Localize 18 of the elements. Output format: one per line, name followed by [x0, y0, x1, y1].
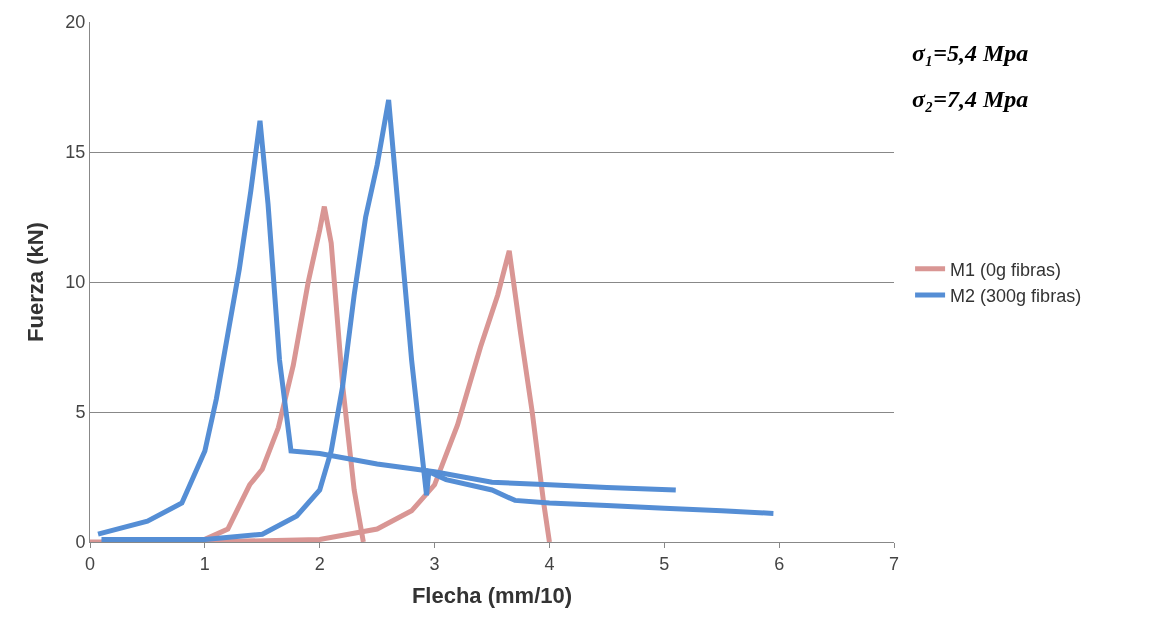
x-tick-label: 4: [544, 553, 555, 574]
x-tick-label: 6: [774, 553, 785, 574]
x-tick-label: 7: [888, 553, 900, 574]
x-tick-label: 2: [314, 553, 325, 574]
x-tick-label: 1: [199, 553, 210, 574]
x-axis-title: Flecha (mm/10): [411, 583, 573, 609]
text: σ₁=5,4 Mpa: [912, 40, 1029, 66]
text: σ₂=7,4 Mpa: [912, 86, 1029, 112]
y-tick-label: 5: [75, 402, 86, 423]
y-axis-title: Fuerza (kN): [23, 222, 49, 342]
legend-label: M2 (300g fibras): [950, 286, 1082, 307]
y-tick-label: 0: [75, 532, 86, 553]
y-tick-label: 20: [65, 12, 86, 33]
legend-label: M1 (0g fibras): [950, 259, 1062, 280]
x-tick-label: 5: [659, 553, 670, 574]
x-tick-label: 3: [429, 553, 440, 574]
y-tick-label: 15: [65, 142, 86, 163]
y-tick-label: 10: [65, 272, 86, 293]
